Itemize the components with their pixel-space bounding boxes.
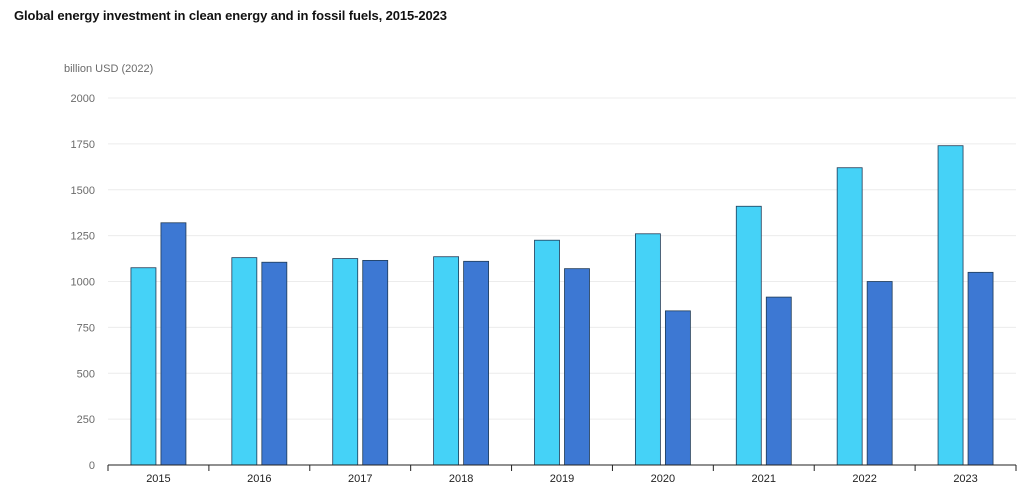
bar-2015-series-1 <box>130 267 157 466</box>
bar-2018-series-1 <box>433 256 460 466</box>
bar-2016-series-2 <box>261 261 288 466</box>
bar-2017-series-1 <box>332 258 359 466</box>
y-tick-label: 0 <box>89 460 95 472</box>
bar-2021-series-1 <box>735 205 762 466</box>
y-tick-label: 1500 <box>71 185 95 197</box>
bar-2018-series-2 <box>463 260 490 466</box>
gridlines <box>108 97 1016 420</box>
x-tick-label: 2023 <box>953 473 977 485</box>
bar-2019-series-1 <box>534 239 560 466</box>
bar-2023-series-1 <box>937 145 964 466</box>
x-tick-label: 2017 <box>348 473 372 485</box>
bars <box>130 145 994 466</box>
bar-2015-series-2 <box>160 222 187 466</box>
bar-2020-series-2 <box>664 310 691 466</box>
x-tick-label: 2019 <box>550 473 574 485</box>
bar-2022-series-2 <box>866 281 893 466</box>
x-tick-label: 2020 <box>651 473 675 485</box>
x-tick-label: 2016 <box>247 473 271 485</box>
bar-2023-series-2 <box>967 271 994 466</box>
chart-title: Global energy investment in clean energy… <box>14 8 447 23</box>
x-tick-label: 2018 <box>449 473 473 485</box>
x-tick-label: 2021 <box>752 473 776 485</box>
bar-2022-series-1 <box>836 167 863 466</box>
bar-2020-series-1 <box>634 233 661 466</box>
y-tick-label: 750 <box>77 322 95 334</box>
x-tick-label: 2015 <box>146 473 170 485</box>
y-axis-unit-label: billion USD (2022) <box>64 63 153 75</box>
y-tick-label: 1000 <box>71 277 95 289</box>
bar-2019-series-2 <box>564 268 590 466</box>
y-tick-label: 250 <box>77 414 95 426</box>
x-axis-ticks: 2015 2016 2017 2018 2019 2020 2021 2022 2023 <box>107 465 1017 485</box>
y-tick-label: 500 <box>77 368 95 380</box>
bar-2016-series-1 <box>231 257 258 466</box>
y-axis-ticks: 0 250 500 750 1000 1250 1500 1750 2000 <box>71 93 95 472</box>
y-tick-label: 2000 <box>71 93 95 105</box>
bar-2021-series-2 <box>765 296 792 466</box>
y-tick-label: 1750 <box>71 139 95 151</box>
y-tick-label: 1250 <box>71 231 95 243</box>
bar-2017-series-2 <box>362 259 389 466</box>
x-tick-label: 2022 <box>852 473 876 485</box>
